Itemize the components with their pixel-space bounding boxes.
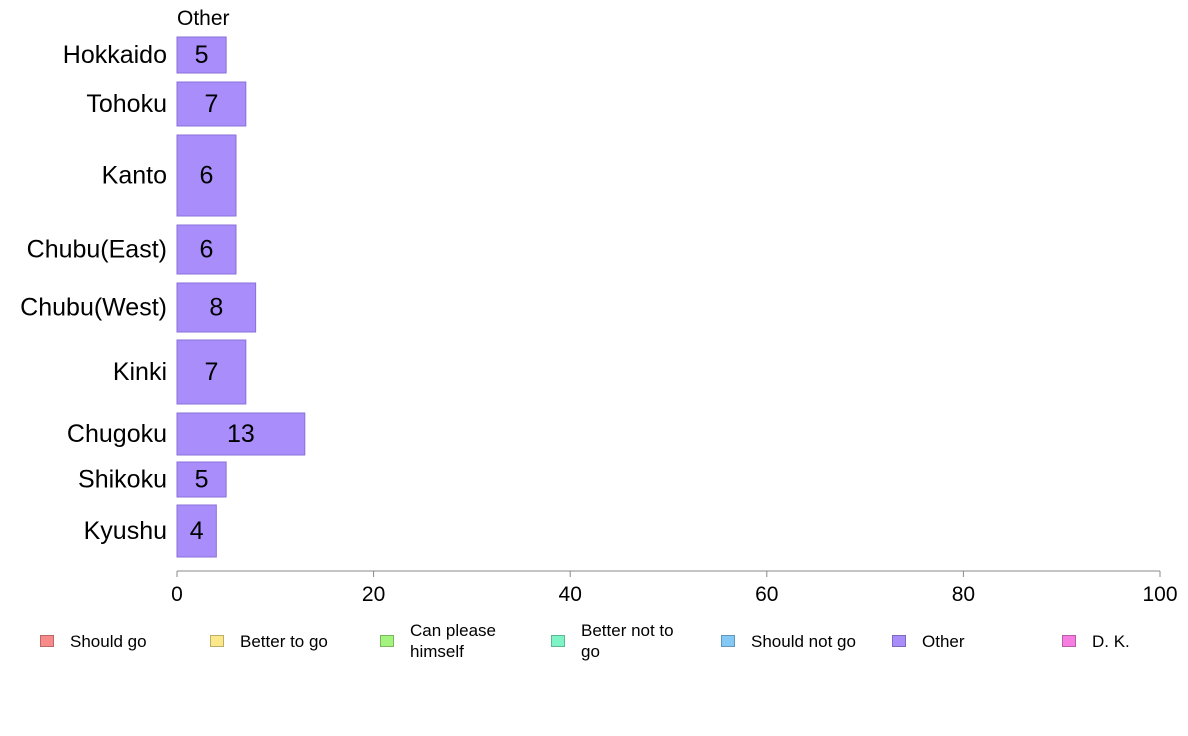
category-label: Kanto [102,162,167,190]
bar [176,224,237,275]
legend-label: D. K. [1092,631,1130,651]
bar [176,461,227,498]
category-label: Hokkaido [63,41,167,69]
legend-swatch [210,635,224,647]
bar-value-label: 5 [195,466,209,494]
legend-item: Better to go [210,618,350,664]
legend-item: Can please himself [380,618,520,664]
bar [176,134,237,217]
legend-label: Better to go [240,631,328,651]
category-label: Kyushu [84,517,167,545]
category-label: Chubu(East) [27,236,167,264]
x-tick-label: 20 [362,583,385,606]
category-label: Tohoku [86,90,167,118]
bar-value-label: 7 [204,90,218,118]
bars [176,36,306,558]
legend-label: Better not to go [581,621,674,661]
category-label: Kinki [113,358,167,386]
bar-value-label: 6 [200,236,214,264]
legend-swatch [892,635,906,647]
legend-item: Other [892,618,1032,664]
bar-value-label: 4 [190,517,204,545]
x-tick-label: 40 [559,583,582,606]
legend-swatch [551,635,565,647]
bar-value-label: 5 [195,41,209,69]
legend-swatch [721,635,735,647]
bar [176,504,217,558]
x-tick-label: 0 [171,583,183,606]
panel-title: Other [177,7,230,30]
legend-label: Can please himself [410,621,497,661]
bar-value-label: 13 [227,420,255,448]
bar-value-label: 8 [209,294,223,322]
bar [176,282,257,333]
bar [176,81,247,127]
legend-swatch [1062,635,1076,647]
category-label: Chubu(West) [20,294,167,322]
x-tick-label: 80 [952,583,975,606]
bar-value-label: 7 [204,358,218,386]
bar-value-labels: 5 7 6 6 8 7 13 5 4 [190,41,255,545]
chart: Other Hokkaido Tohoku Kanto Chubu(East) Chub… [20,7,1178,606]
x-axis: 0 20 40 60 80 100 [171,570,1178,606]
category-label: Shikoku [78,466,167,494]
legend-label: Should not go [751,631,856,651]
bar [176,339,247,405]
bar [176,36,227,74]
legend-item: Should go [40,618,180,664]
category-label: Chugoku [67,420,167,448]
legend-swatch [380,635,394,647]
legend-item: D. K. [1062,618,1188,664]
legend-item: Should not go [721,618,861,664]
legend-label: Should go [70,631,147,651]
legend: Should go Better to go Can please himself B… [0,618,1188,668]
bar [176,412,306,456]
bar-value-label: 6 [200,162,214,190]
legend-swatch [40,635,54,647]
legend-item: Better not to go [551,618,691,664]
x-tick-label: 100 [1142,583,1177,606]
category-labels: Hokkaido Tohoku Kanto Chubu(East) Chubu(West… [20,41,167,545]
legend-label: Other [922,631,965,651]
x-tick-label: 60 [755,583,778,606]
